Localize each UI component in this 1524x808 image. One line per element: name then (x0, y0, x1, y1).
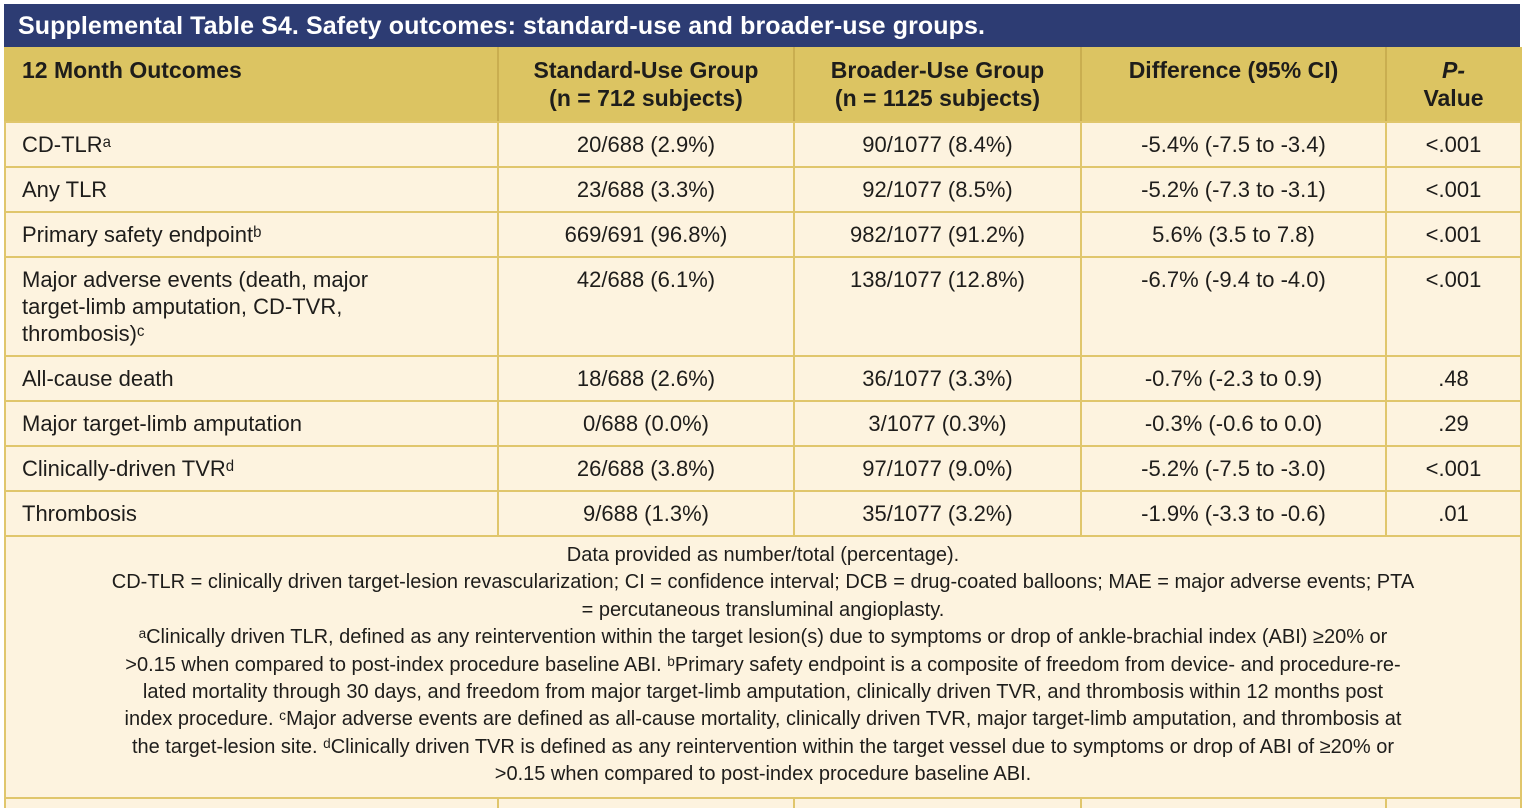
outcome-cell: Major adverse events (death, major targe… (4, 256, 499, 357)
p-value-cell: <.001 (1385, 211, 1522, 258)
difference-cell: -0.7% (-2.3 to 0.9) (1080, 355, 1387, 402)
outcome-cell: Thrombosis (4, 490, 499, 537)
next-row-sliver (4, 796, 1522, 808)
standard-use-cell: 26/688 (3.8%) (497, 445, 795, 492)
footnote-line: >0.15 when compared to post-index proced… (494, 763, 1032, 786)
table-title-bar: Supplemental Table S4. Safety outcomes: … (4, 4, 1520, 47)
broader-use-cell: 982/1077 (91.2%) (793, 211, 1082, 258)
difference-cell: -5.2% (-7.3 to -3.1) (1080, 166, 1387, 213)
table-row-major-target-limb-amputation: Major target-limb amputation 0/688 (0.0%… (4, 400, 1522, 447)
p-value-cell: .48 (1385, 355, 1522, 402)
footnote-line: >0.15 when compared to post-index proced… (125, 653, 1401, 676)
table-row-cd-tlr: CD-TLRᵃ 20/688 (2.9%) 90/1077 (8.4%) -5.… (4, 121, 1522, 168)
difference-cell: -5.4% (-7.5 to -3.4) (1080, 121, 1387, 168)
table-row-thrombosis: Thrombosis 9/688 (1.3%) 35/1077 (3.2%) -… (4, 490, 1522, 537)
table-row-all-cause-death: All-cause death 18/688 (2.6%) 36/1077 (3… (4, 355, 1522, 402)
standard-use-cell: 23/688 (3.3%) (497, 166, 795, 213)
difference-cell: -6.7% (-9.4 to -4.0) (1080, 256, 1387, 357)
outcome-cell: CD-TLRᵃ (4, 121, 499, 168)
footnote-line: index procedure. ᶜMajor adverse events a… (124, 708, 1402, 731)
broader-use-cell: 36/1077 (3.3%) (793, 355, 1082, 402)
broader-use-cell: 90/1077 (8.4%) (793, 121, 1082, 168)
supplemental-table-s4: Supplemental Table S4. Safety outcomes: … (4, 4, 1522, 808)
footnote-line: Data provided as number/total (percentag… (566, 544, 960, 566)
p-value-cell: <.001 (1385, 121, 1522, 168)
outcome-cell: Any TLR (4, 166, 499, 213)
standard-use-cell: 9/688 (1.3%) (497, 490, 795, 537)
table-row-major-adverse-events: Major adverse events (death, major targe… (4, 256, 1522, 357)
difference-cell: -1.9% (-3.3 to -0.6) (1080, 490, 1387, 537)
broader-use-cell: 138/1077 (12.8%) (793, 256, 1082, 357)
p-value-cell: <.001 (1385, 445, 1522, 492)
outcome-cell: All-cause death (4, 355, 499, 402)
p-value-cell: .29 (1385, 400, 1522, 447)
p-value-cell: <.001 (1385, 256, 1522, 357)
outcome-cell: Primary safety endpointᵇ (4, 211, 499, 258)
broader-use-cell: 35/1077 (3.2%) (793, 490, 1082, 537)
sliver-cell (1385, 796, 1522, 808)
sliver-cell (4, 796, 499, 808)
standard-use-cell: 20/688 (2.9%) (497, 121, 795, 168)
footnotes-row: Data provided as number/total (percentag… (4, 535, 1522, 799)
broader-use-cell: 97/1077 (9.0%) (793, 445, 1082, 492)
table-row-clinically-driven-tvr: Clinically-driven TVRᵈ 26/688 (3.8%) 97/… (4, 445, 1522, 492)
col-header-12-month-outcomes: 12 Month Outcomes (4, 47, 499, 123)
col-header-difference: Difference (95% CI) (1080, 47, 1387, 123)
broader-use-cell: 92/1077 (8.5%) (793, 166, 1082, 213)
broader-use-cell: 3/1077 (0.3%) (793, 400, 1082, 447)
p-value-header-line2: Value (1423, 85, 1484, 111)
p-value-cell: .01 (1385, 490, 1522, 537)
table-row-any-tlr: Any TLR 23/688 (3.3%) 92/1077 (8.5%) -5.… (4, 166, 1522, 213)
difference-cell: -5.2% (-7.5 to -3.0) (1080, 445, 1387, 492)
p-value-cell: <.001 (1385, 166, 1522, 213)
standard-use-cell: 669/691 (96.8%) (497, 211, 795, 258)
col-header-broader-use-group: Broader-Use Group (n = 1125 subjects) (793, 47, 1082, 123)
footnotes-block: Data provided as number/total (percentag… (4, 535, 1522, 799)
outcome-cell: Major target-limb amputation (4, 400, 499, 447)
difference-cell: 5.6% (3.5 to 7.8) (1080, 211, 1387, 258)
footnote-line: lated mortality through 30 days, and fre… (142, 681, 1384, 704)
table-row-primary-safety-endpoint: Primary safety endpointᵇ 669/691 (96.8%)… (4, 211, 1522, 258)
standard-use-cell: 18/688 (2.6%) (497, 355, 795, 402)
safety-outcomes-table: 12 Month Outcomes Standard-Use Group (n … (4, 47, 1522, 808)
difference-cell: -0.3% (-0.6 to 0.0) (1080, 400, 1387, 447)
outcome-cell: Clinically-driven TVRᵈ (4, 445, 499, 492)
sliver-cell (1080, 796, 1387, 808)
col-header-standard-use-group: Standard-Use Group (n = 712 subjects) (497, 47, 795, 123)
standard-use-cell: 0/688 (0.0%) (497, 400, 795, 447)
footnote-line: CD-TLR = clinically driven target-lesion… (111, 571, 1415, 594)
footnote-line: = percutaneous transluminal angioplasty. (581, 598, 945, 621)
header-row: 12 Month Outcomes Standard-Use Group (n … (4, 47, 1522, 123)
sliver-cell (497, 796, 795, 808)
sliver-cell (793, 796, 1082, 808)
p-value-header-line1: P- (1442, 57, 1465, 83)
footnote-line: ᵃClinically driven TLR, defined as any r… (138, 626, 1388, 649)
standard-use-cell: 42/688 (6.1%) (497, 256, 795, 357)
table-title: Supplemental Table S4. Safety outcomes: … (18, 12, 986, 40)
col-header-p-value: P- Value (1385, 47, 1522, 123)
footnote-line: the target-lesion site. ᵈClinically driv… (131, 735, 1395, 758)
